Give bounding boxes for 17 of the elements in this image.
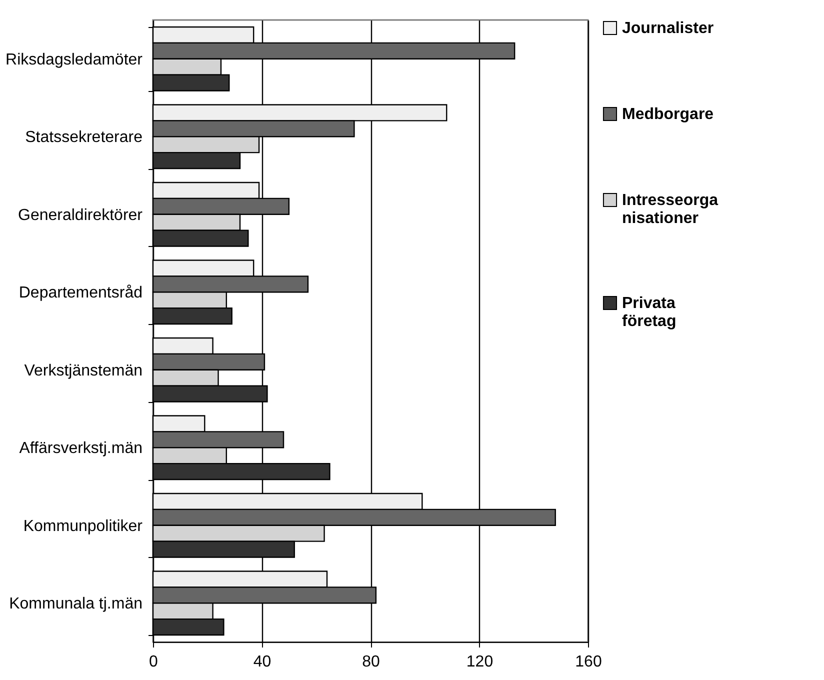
x-tick-label: 160: [575, 654, 602, 670]
y-tick-label: Riksdagsledamöter: [6, 51, 144, 68]
x-tick-label: 120: [466, 654, 494, 670]
y-tick-label: Generaldirektörer: [18, 206, 144, 224]
legend-label: Journalister: [622, 20, 714, 37]
legend-label: Privata företag: [622, 295, 676, 330]
x-tick-label: 80: [362, 654, 380, 670]
y-tick-label: Kommunpolitiker: [23, 518, 144, 535]
y-tick-label: Affärsverkstj.män: [19, 440, 142, 458]
y-tick-label: Statssekreterare: [25, 129, 143, 146]
x-tick-label: 40: [253, 654, 272, 670]
y-tick-label: Verkstjänstemän: [24, 362, 142, 380]
legend-label: Intresseorganisationer: [622, 192, 718, 227]
y-tick-label: Departementsråd: [18, 284, 142, 302]
x-tick-label: 0: [149, 654, 158, 670]
legend-label: Medborgare: [622, 106, 714, 123]
y-tick-label: Kommunala tj.män: [9, 596, 142, 613]
